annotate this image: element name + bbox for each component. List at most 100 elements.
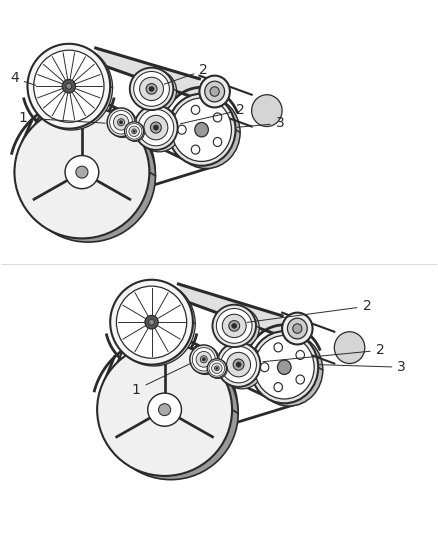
Ellipse shape (282, 313, 313, 344)
Ellipse shape (34, 50, 104, 122)
Polygon shape (96, 48, 199, 100)
Ellipse shape (215, 366, 219, 370)
Ellipse shape (117, 119, 124, 126)
Text: 2: 2 (247, 299, 371, 322)
Ellipse shape (202, 358, 205, 361)
Text: 1: 1 (132, 363, 191, 397)
Ellipse shape (252, 95, 282, 126)
Ellipse shape (205, 81, 225, 102)
Ellipse shape (334, 332, 365, 364)
Ellipse shape (138, 109, 174, 146)
Ellipse shape (233, 359, 244, 370)
Text: 1: 1 (19, 111, 105, 125)
Ellipse shape (133, 130, 135, 132)
Ellipse shape (207, 359, 226, 378)
Ellipse shape (153, 125, 159, 130)
Ellipse shape (274, 343, 283, 352)
Ellipse shape (191, 346, 219, 375)
Ellipse shape (191, 145, 200, 154)
Text: 3: 3 (319, 360, 406, 374)
Ellipse shape (134, 106, 178, 150)
Polygon shape (178, 284, 282, 336)
Ellipse shape (274, 383, 283, 392)
Ellipse shape (117, 286, 187, 358)
Ellipse shape (145, 316, 158, 329)
Ellipse shape (14, 106, 149, 238)
Ellipse shape (196, 351, 212, 367)
Ellipse shape (62, 79, 75, 93)
Ellipse shape (172, 98, 231, 161)
Ellipse shape (134, 71, 170, 106)
Ellipse shape (66, 83, 72, 89)
Ellipse shape (178, 125, 186, 134)
Ellipse shape (260, 363, 269, 372)
Ellipse shape (216, 309, 252, 343)
Ellipse shape (168, 94, 236, 166)
Ellipse shape (132, 129, 137, 134)
Ellipse shape (200, 356, 207, 363)
Ellipse shape (150, 122, 161, 133)
Ellipse shape (208, 359, 227, 378)
Ellipse shape (232, 324, 237, 328)
Ellipse shape (213, 113, 222, 122)
Ellipse shape (97, 343, 232, 476)
Ellipse shape (221, 346, 256, 383)
Ellipse shape (149, 86, 154, 92)
Ellipse shape (172, 96, 240, 168)
Ellipse shape (30, 45, 113, 130)
Ellipse shape (126, 123, 145, 141)
Ellipse shape (65, 156, 99, 189)
Ellipse shape (140, 77, 163, 101)
Ellipse shape (28, 44, 110, 128)
Ellipse shape (278, 360, 291, 375)
Ellipse shape (195, 123, 208, 137)
Ellipse shape (236, 362, 241, 367)
Ellipse shape (199, 76, 230, 108)
Ellipse shape (209, 360, 225, 376)
Ellipse shape (293, 324, 302, 333)
Ellipse shape (296, 350, 304, 359)
Text: 2: 2 (164, 63, 208, 84)
Ellipse shape (255, 334, 323, 406)
Ellipse shape (76, 166, 88, 178)
Ellipse shape (110, 280, 193, 365)
Ellipse shape (129, 126, 139, 136)
Ellipse shape (190, 345, 218, 374)
Ellipse shape (213, 138, 222, 147)
Ellipse shape (210, 87, 219, 96)
Ellipse shape (220, 344, 264, 389)
Ellipse shape (124, 122, 144, 141)
Ellipse shape (287, 318, 307, 339)
Ellipse shape (148, 319, 155, 325)
Ellipse shape (229, 320, 240, 331)
Text: 4: 4 (10, 71, 36, 85)
Ellipse shape (144, 115, 168, 140)
Ellipse shape (226, 352, 251, 377)
Ellipse shape (107, 108, 135, 136)
Ellipse shape (109, 109, 137, 138)
Ellipse shape (126, 124, 142, 139)
Ellipse shape (212, 363, 222, 374)
Ellipse shape (103, 347, 238, 480)
Ellipse shape (146, 84, 157, 94)
Ellipse shape (192, 348, 215, 371)
Ellipse shape (191, 106, 200, 114)
Ellipse shape (251, 331, 318, 403)
Ellipse shape (296, 375, 304, 384)
Ellipse shape (113, 115, 129, 130)
Ellipse shape (130, 68, 173, 110)
Ellipse shape (21, 110, 155, 242)
Ellipse shape (222, 314, 246, 337)
Ellipse shape (216, 306, 259, 349)
Text: 2: 2 (180, 103, 245, 124)
Text: 2: 2 (263, 343, 385, 362)
Ellipse shape (254, 335, 314, 399)
Ellipse shape (138, 107, 181, 152)
Ellipse shape (159, 403, 171, 416)
Text: 3: 3 (237, 116, 284, 131)
Ellipse shape (212, 305, 256, 347)
Ellipse shape (133, 70, 177, 112)
Ellipse shape (215, 367, 218, 369)
Ellipse shape (113, 281, 195, 366)
Ellipse shape (120, 120, 123, 124)
